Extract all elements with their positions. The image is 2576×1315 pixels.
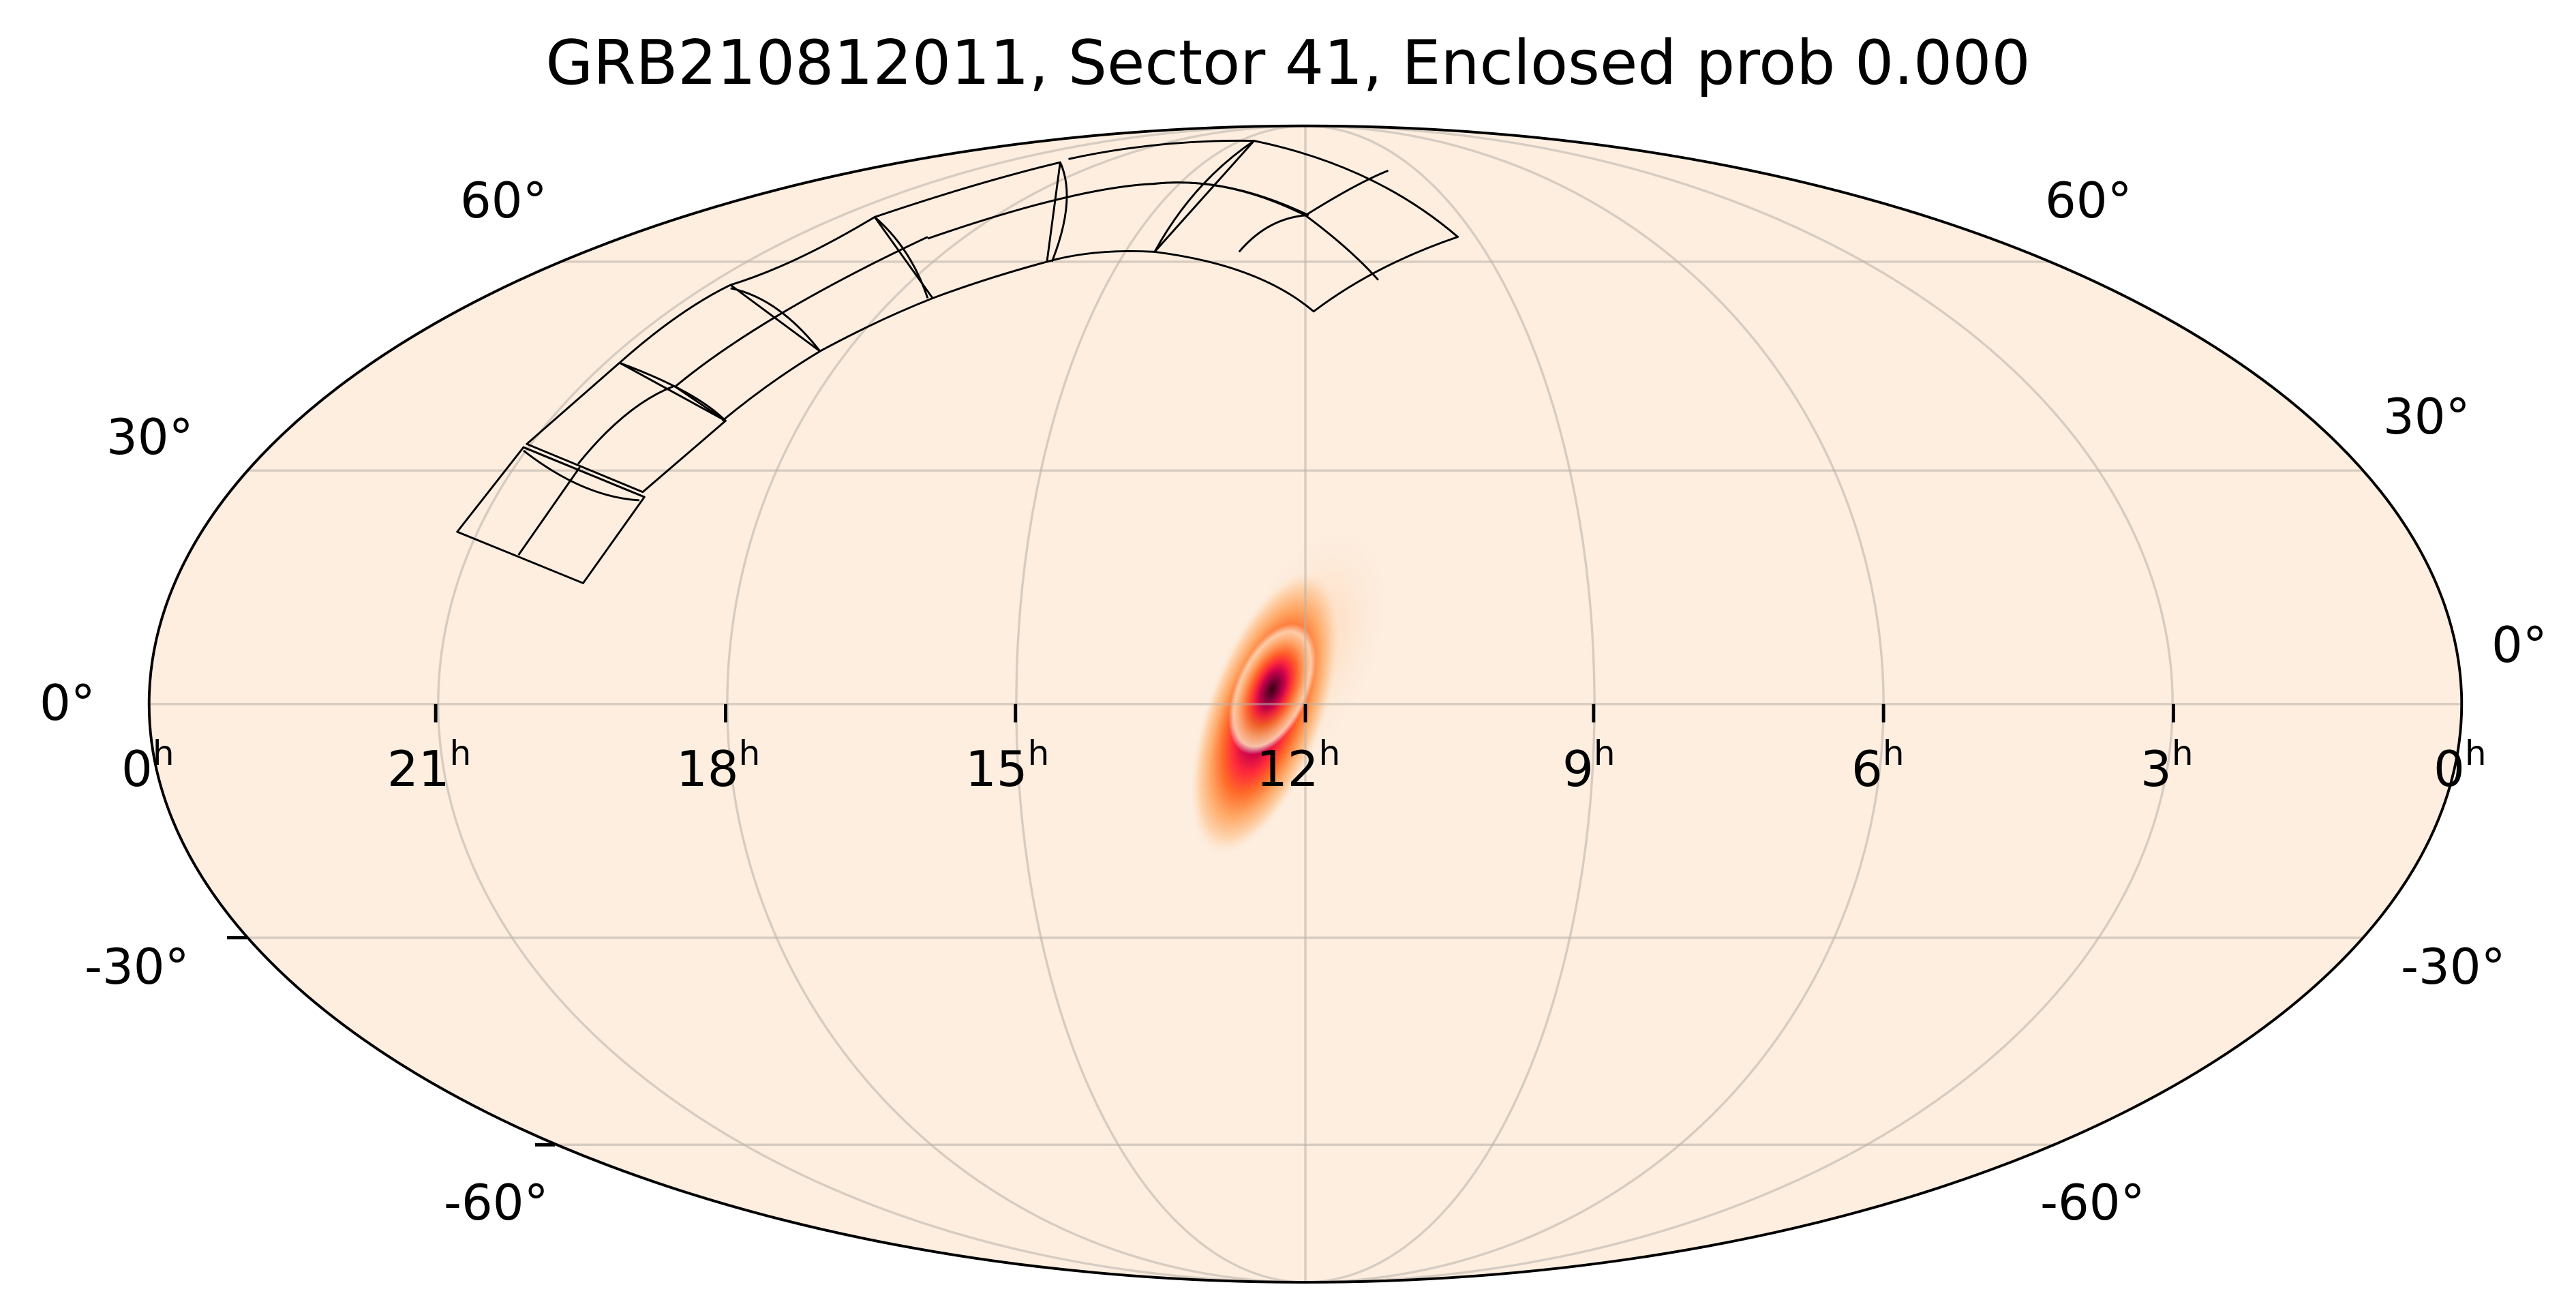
dec-tick-label-left: -60° <box>444 1174 549 1231</box>
ra-tick-label: 6h <box>1851 734 1905 798</box>
chart-title: GRB210812011, Sector 41, Enclosed prob 0… <box>545 27 2031 99</box>
ra-tick-label: 18h <box>676 734 761 798</box>
dec-tick-label-left: 60° <box>460 172 547 229</box>
axis-ticks <box>226 704 2175 1147</box>
probability-heatmap <box>1189 515 1396 858</box>
dec-tick-label-left: -30° <box>85 938 190 995</box>
dec-tick-label-left: 30° <box>106 408 194 466</box>
ra-tick-label: 0h <box>121 734 175 798</box>
ra-tick-label: 0h <box>2434 734 2487 798</box>
tess-footprints <box>456 139 1459 584</box>
dec-tick-label-right: -30° <box>2401 938 2506 995</box>
ra-tick-label: 9h <box>1562 734 1616 798</box>
dec-tick-label-right: -60° <box>2040 1174 2145 1231</box>
sky-boundary <box>147 124 2464 1284</box>
ra-tick-label: 21h <box>387 734 472 798</box>
ra-tick-label: 15h <box>965 734 1050 798</box>
dec-tick-label-left: 0° <box>40 674 95 731</box>
dec-tick-label-right: 30° <box>2383 388 2470 445</box>
dec-tick-label-right: 60° <box>2045 172 2132 229</box>
ra-tick-label: 3h <box>2140 734 2194 798</box>
dec-tick-label-right: 0° <box>2491 616 2547 674</box>
ra-tick-label: 12h <box>1256 734 1341 798</box>
